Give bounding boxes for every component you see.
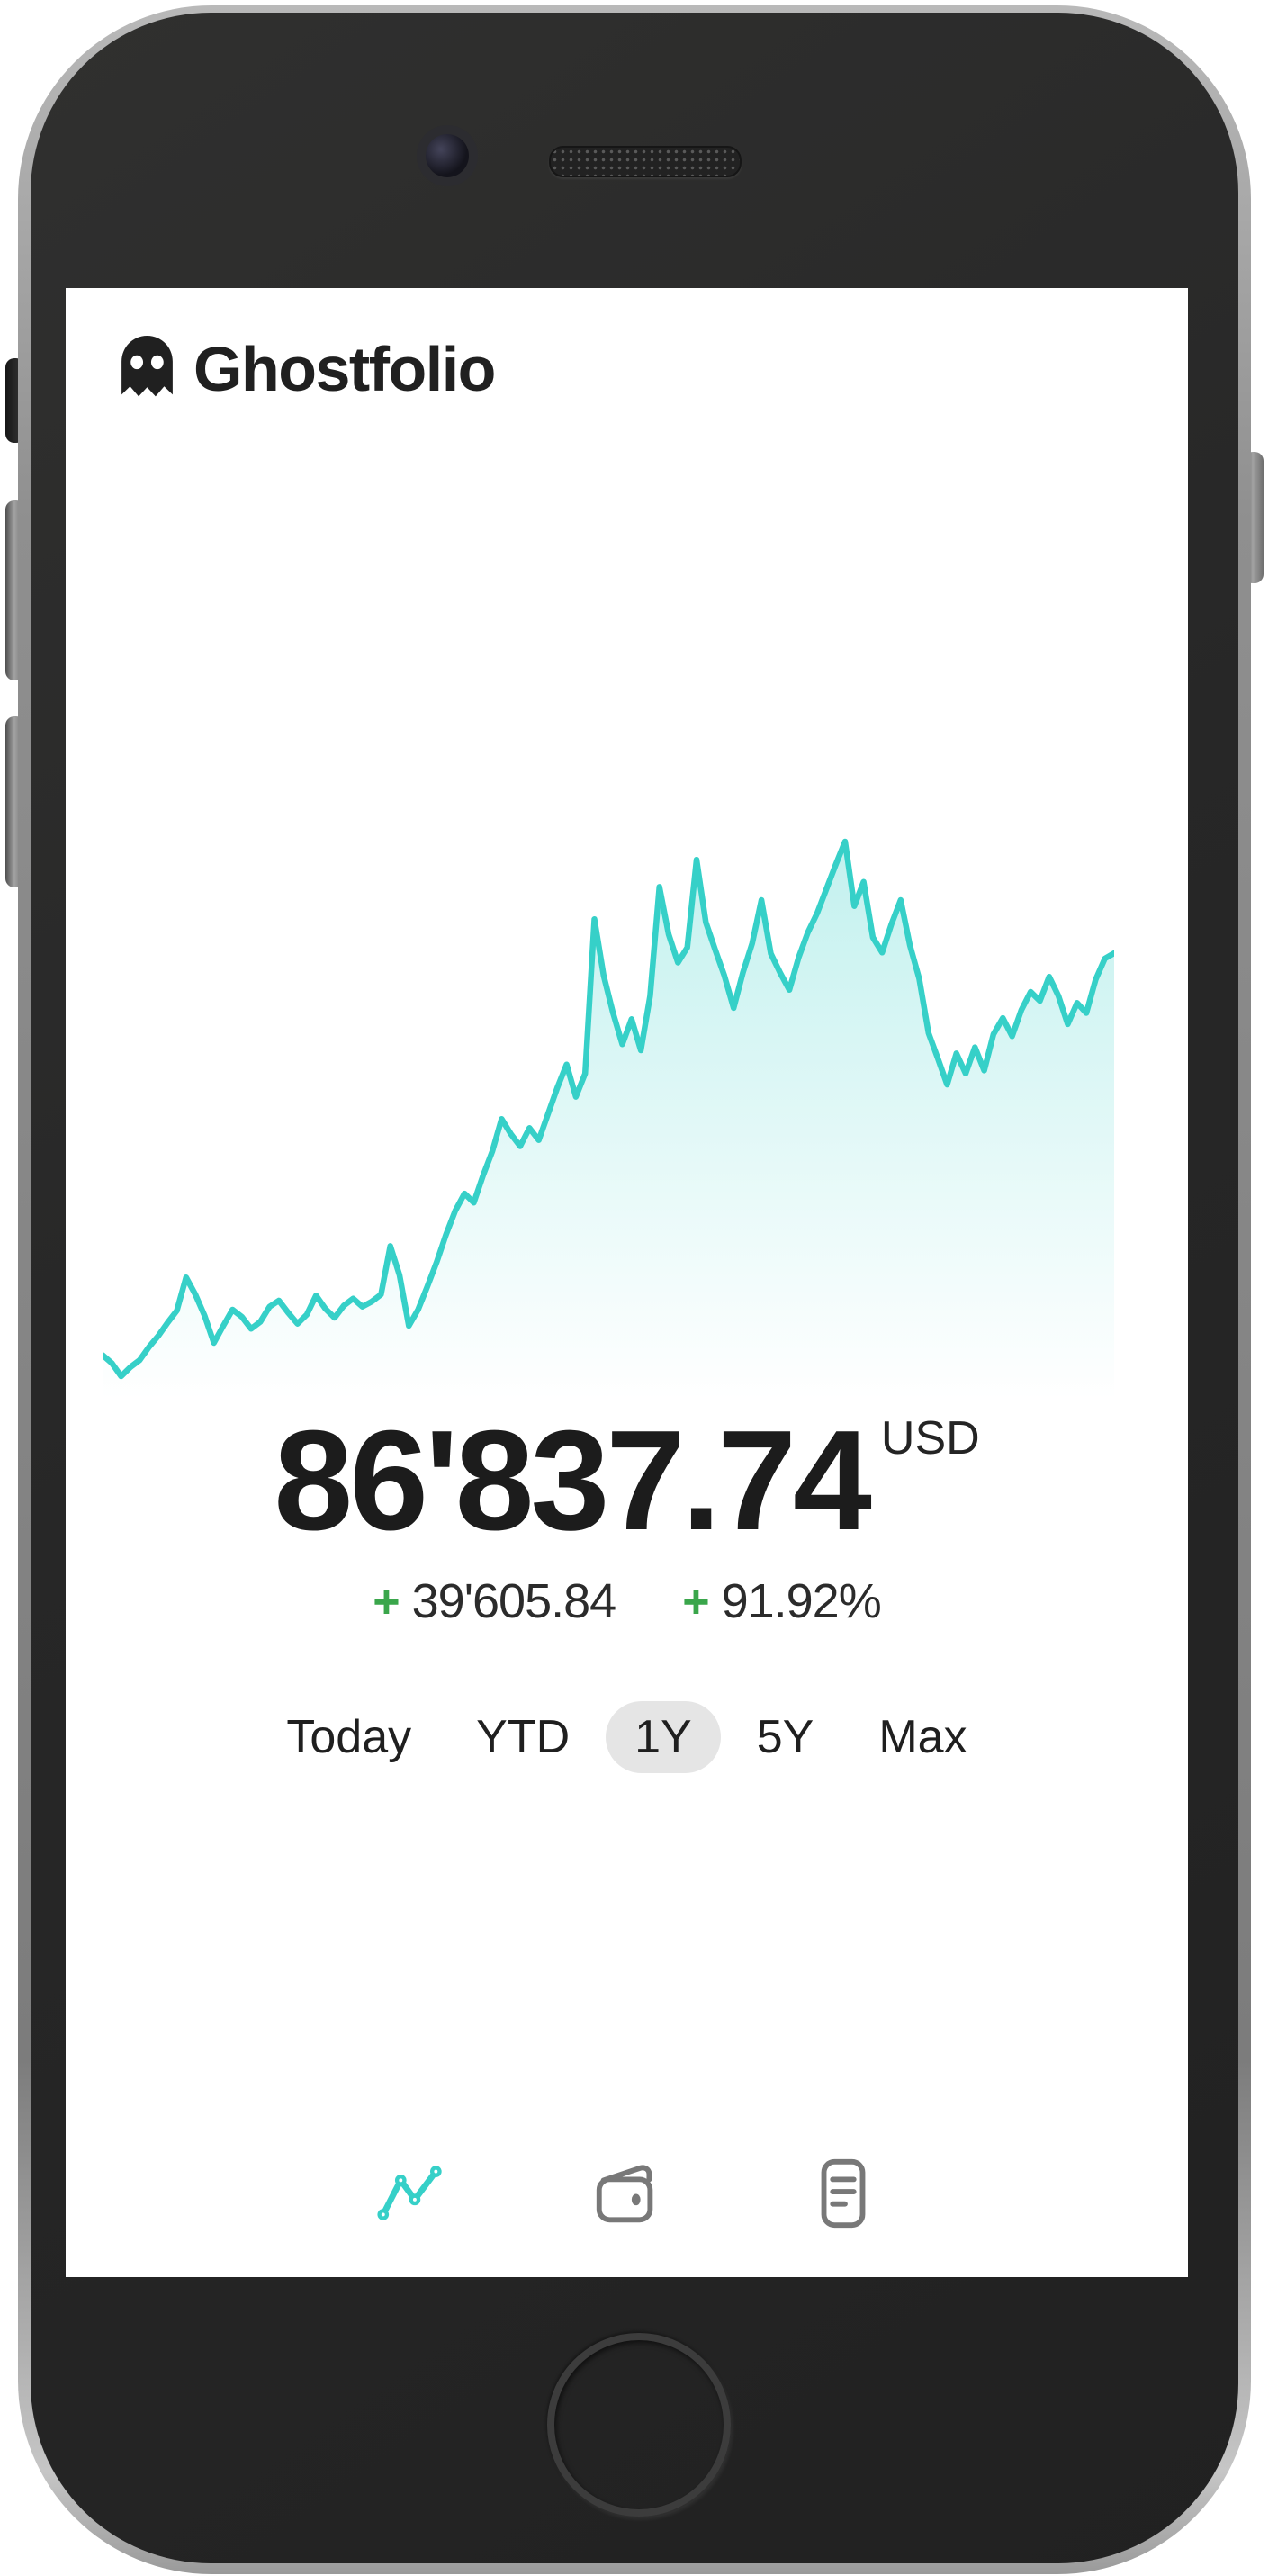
ghost-icon [122, 335, 173, 396]
nav-wallet-button[interactable] [590, 2157, 664, 2230]
plus-icon: + [373, 1576, 400, 1628]
portfolio-chart-svg [103, 838, 1114, 1400]
portfolio-value-row: 86'837.74 USD [66, 1410, 1188, 1552]
bottom-navigation [66, 2157, 1188, 2230]
app-title: Ghostfolio [194, 334, 496, 404]
nav-report-button[interactable] [806, 2157, 880, 2230]
period-button-today[interactable]: Today [257, 1701, 440, 1773]
change-percent-value: 91.92% [721, 1574, 882, 1628]
app-screen: Ghostfolio 86'837.74 [66, 288, 1188, 2277]
hamburger-menu-button[interactable] [1080, 364, 1150, 374]
plus-icon: + [682, 1576, 710, 1628]
front-camera [426, 134, 469, 177]
wallet-icon [596, 2165, 652, 2223]
period-button-max[interactable]: Max [850, 1701, 995, 1773]
period-button-5y[interactable]: 5Y [728, 1701, 843, 1773]
change-absolute-value: 39'605.84 [411, 1574, 617, 1628]
portfolio-performance-chart[interactable] [103, 804, 1114, 1400]
report-icon [821, 2158, 865, 2229]
change-absolute: + 39'605.84 [373, 1573, 616, 1629]
period-button-1y[interactable]: 1Y [606, 1701, 721, 1773]
chart-area [103, 842, 1114, 1400]
change-percent: + 91.92% [682, 1573, 882, 1629]
app-header: Ghostfolio [66, 328, 1188, 410]
portfolio-currency: USD [880, 1412, 980, 1464]
portfolio-change-row: + 39'605.84 + 91.92% [66, 1573, 1188, 1629]
period-selector: Today YTD 1Y 5Y Max [66, 1701, 1188, 1773]
chart-line [103, 838, 1114, 1380]
period-button-ytd[interactable]: YTD [447, 1701, 598, 1773]
earpiece-speaker [549, 146, 742, 177]
portfolio-total-value: 86'837.74 [274, 1401, 872, 1560]
home-button [547, 2333, 731, 2517]
line-chart-icon [376, 2166, 442, 2220]
nav-overview-button[interactable] [374, 2157, 448, 2230]
